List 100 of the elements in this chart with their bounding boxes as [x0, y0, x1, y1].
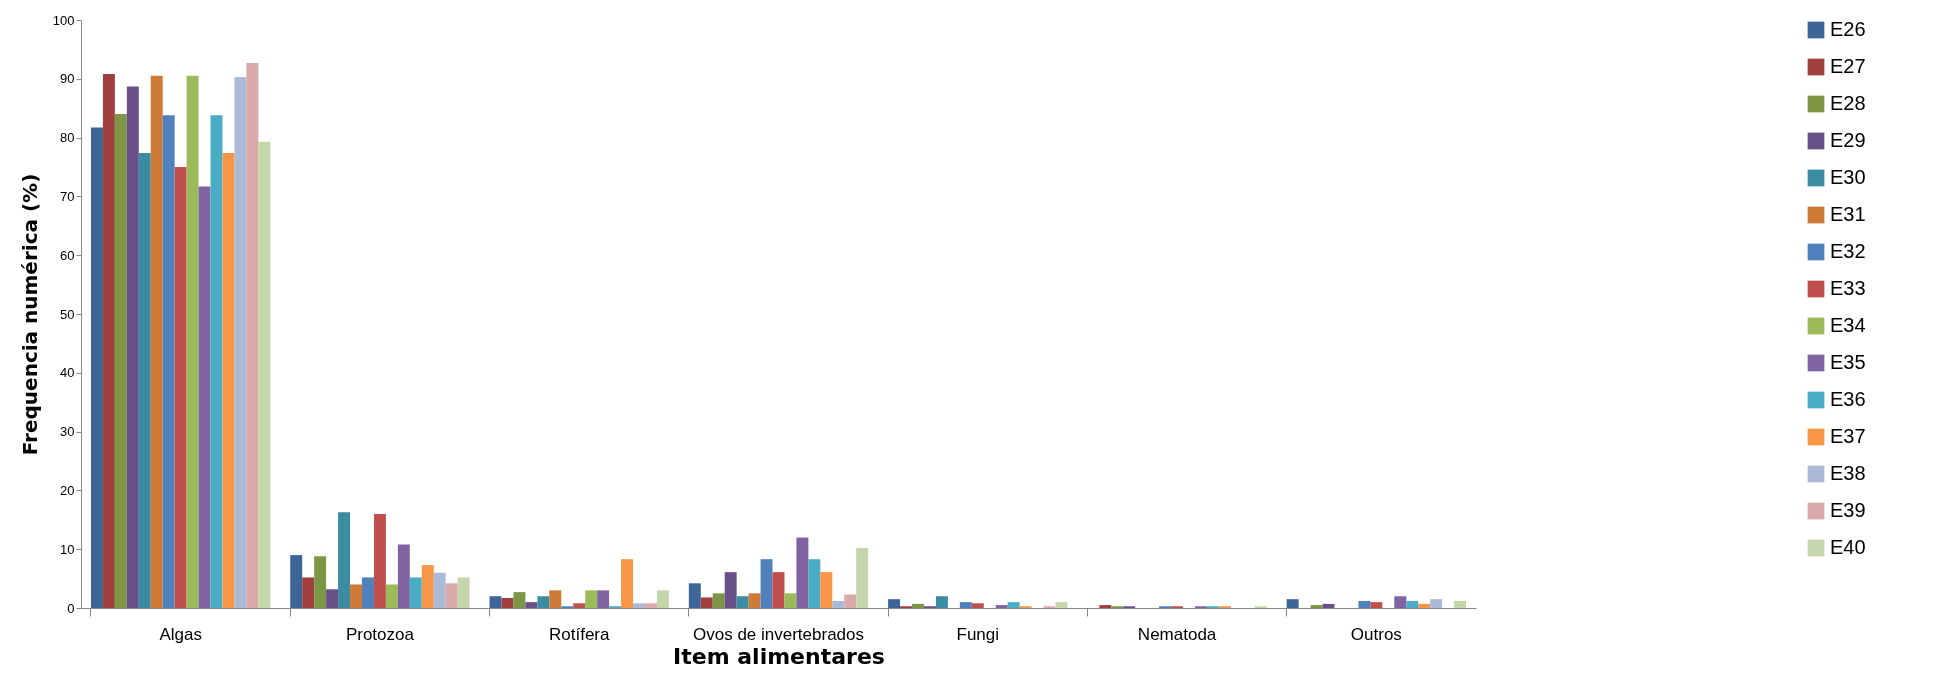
bar — [844, 594, 857, 608]
bar — [373, 513, 386, 608]
legend-label: E37 — [1830, 425, 1866, 447]
bar — [537, 596, 550, 608]
bar — [210, 115, 223, 608]
bar — [748, 593, 761, 608]
legend-label: E36 — [1830, 388, 1866, 410]
bar — [796, 537, 809, 608]
bar — [314, 556, 327, 608]
legend-label: E30 — [1830, 166, 1866, 188]
bar — [784, 593, 797, 608]
bar — [573, 603, 586, 608]
bar — [1430, 599, 1443, 608]
y-tick-label: 80 — [60, 130, 75, 146]
x-tick-label: Nematoda — [1137, 624, 1217, 644]
legend-label: E38 — [1830, 462, 1866, 484]
bar — [126, 86, 139, 608]
bar — [350, 584, 362, 608]
bar — [888, 599, 901, 608]
legend-label: E33 — [1830, 277, 1866, 299]
bar — [397, 544, 410, 608]
y-tick-label: 100 — [52, 12, 75, 28]
bar — [409, 577, 422, 608]
y-tick-label: 0 — [67, 600, 75, 616]
bar — [856, 548, 869, 608]
bar — [489, 596, 502, 608]
bar — [1099, 605, 1112, 608]
bar — [585, 590, 598, 608]
bar — [995, 605, 1008, 608]
bar — [102, 74, 115, 608]
bar — [912, 603, 924, 608]
bar — [935, 596, 948, 608]
y-tick-label: 70 — [60, 188, 75, 204]
bar — [421, 565, 434, 608]
bar — [445, 583, 458, 608]
legend-label: E31 — [1830, 203, 1866, 225]
bar — [338, 512, 351, 608]
bar — [174, 167, 187, 608]
bar — [621, 559, 634, 608]
bar — [549, 590, 562, 608]
bar — [808, 559, 821, 608]
legend-label: E29 — [1830, 129, 1866, 151]
bar — [712, 593, 725, 608]
bar — [138, 152, 151, 608]
bar — [222, 152, 235, 608]
bar — [162, 115, 175, 608]
bar — [700, 597, 713, 608]
bar — [760, 559, 773, 608]
bar — [1358, 600, 1371, 608]
x-tick-label: Rotífera — [548, 624, 610, 644]
bar — [433, 572, 446, 608]
x-tick-label: Protozoa — [345, 624, 415, 644]
bar — [90, 127, 103, 608]
bar — [150, 75, 163, 608]
bar — [1055, 602, 1068, 608]
y-tick-label: 60 — [60, 247, 75, 263]
bar — [501, 598, 514, 608]
bar — [198, 186, 211, 608]
bar — [361, 577, 374, 608]
legend-label: E40 — [1830, 536, 1866, 558]
bar — [258, 141, 271, 608]
x-axis-title: Item alimentares — [673, 643, 885, 669]
y-tick-label: 20 — [60, 482, 75, 498]
y-tick-label: 50 — [60, 306, 75, 322]
y-axis-title: Frequencia numérica (%) — [17, 173, 42, 456]
bar — [290, 555, 303, 608]
legend-label: E35 — [1830, 351, 1866, 373]
bar — [688, 583, 701, 608]
legend-label: E39 — [1830, 499, 1866, 521]
x-tick-label: Ovos de invertebrados — [692, 624, 865, 644]
bar — [656, 590, 669, 608]
bar — [772, 572, 785, 608]
legend-label: E34 — [1830, 314, 1866, 336]
y-tick-label: 40 — [60, 365, 75, 381]
x-tick-label: Algas — [159, 624, 202, 644]
bar — [1286, 599, 1299, 608]
y-tick-label: 90 — [60, 71, 75, 87]
bar — [1322, 603, 1335, 608]
legend-label: E26 — [1830, 18, 1866, 40]
x-tick-label: Fungi — [956, 624, 1000, 644]
y-tick-label: 10 — [60, 541, 75, 557]
bar — [1406, 600, 1419, 608]
bar — [1310, 605, 1323, 608]
bar — [959, 602, 972, 608]
legend-label: E27 — [1830, 55, 1866, 77]
bar — [1370, 602, 1383, 608]
bar — [302, 577, 315, 608]
bar — [644, 603, 657, 608]
bar — [114, 114, 127, 608]
x-tick-label: Outros — [1350, 624, 1402, 644]
bar — [513, 592, 526, 608]
bar — [971, 603, 984, 608]
bar — [246, 62, 259, 608]
bar — [326, 589, 339, 608]
legend-label: E32 — [1830, 240, 1866, 262]
legend-label: E28 — [1830, 92, 1866, 114]
bar — [1007, 602, 1020, 608]
bar — [525, 602, 538, 608]
bar — [1394, 596, 1407, 608]
bar — [736, 596, 749, 608]
